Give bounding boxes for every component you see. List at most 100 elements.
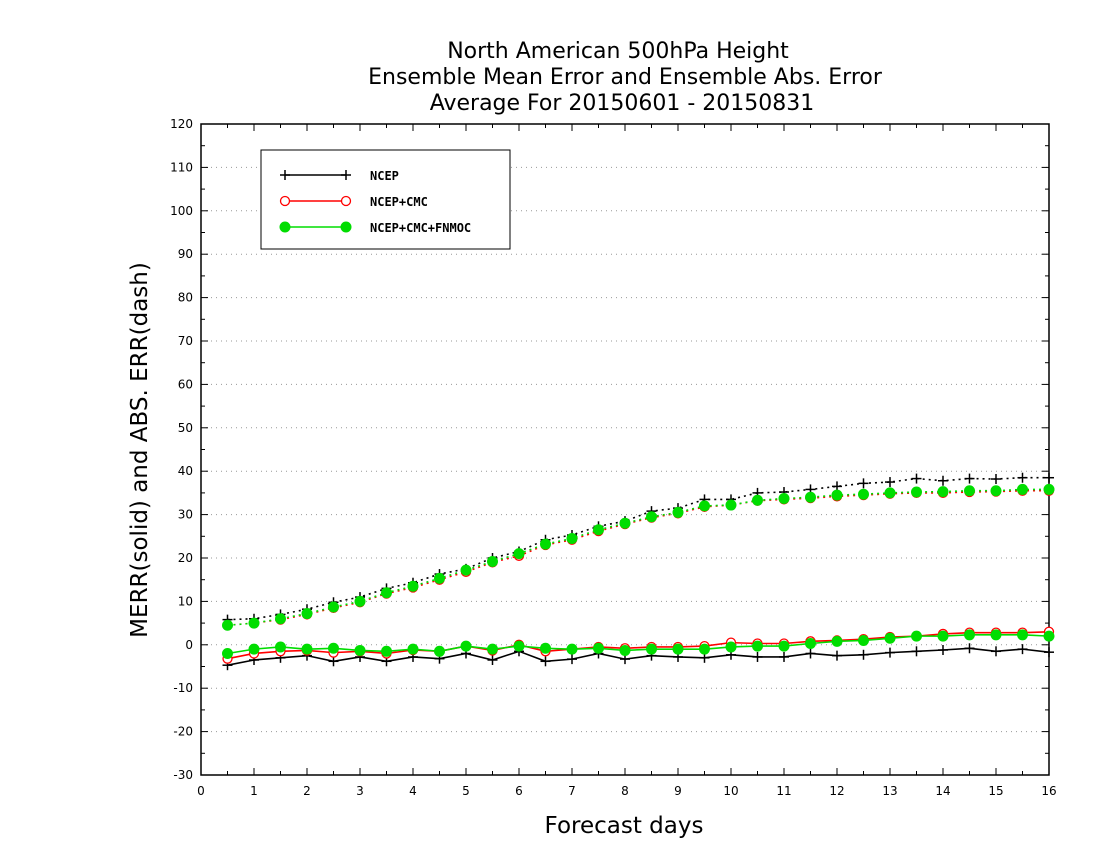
merr-point-ncep-cmc-fnmoc — [725, 641, 737, 653]
abserr-point-ncep — [1017, 472, 1028, 483]
abserr-point-ncep-cmc-fnmoc — [831, 489, 843, 501]
abserr-point-ncep — [911, 473, 922, 484]
x-tick-label: 0 — [197, 784, 205, 798]
x-tick-label: 14 — [935, 784, 950, 798]
merr-point-ncep — [567, 654, 577, 665]
legend: NCEP NCEP+CMC NCEP+CMC+FNMOC — [260, 149, 511, 250]
abserr-point-ncep-cmc-fnmoc — [222, 619, 233, 631]
merr-point-ncep-cmc-fnmoc — [805, 637, 816, 649]
abserr-point-ncep-cmc-fnmoc — [911, 486, 922, 498]
merr-point-ncep-cmc-fnmoc — [884, 632, 896, 644]
legend-marker-start — [280, 170, 290, 180]
y-tick-label: 100 — [170, 204, 193, 218]
merr-point-ncep-cmc-fnmoc — [513, 640, 525, 652]
chart-title-line-2: Ensemble Mean Error and Ensemble Abs. Er… — [368, 65, 883, 90]
abserr-point-ncep-cmc-fnmoc — [566, 532, 578, 544]
y-tick-label: 90 — [178, 247, 193, 261]
legend-marker-end — [340, 195, 352, 207]
x-tick-label: 7 — [568, 784, 576, 798]
merr-point-ncep — [487, 654, 498, 665]
abserr-point-ncep-cmc-fnmoc — [964, 485, 975, 497]
abserr-point-ncep-cmc-fnmoc — [540, 538, 551, 550]
merr-point-ncep — [832, 650, 842, 661]
merr-point-ncep — [540, 656, 551, 667]
y-tick-label: 60 — [178, 377, 193, 391]
abserr-point-ncep-cmc-fnmoc — [593, 524, 604, 536]
merr-point-ncep — [911, 646, 922, 657]
merr-point-ncep-cmc-fnmoc — [301, 643, 313, 655]
legend-label: NCEP+CMC — [370, 195, 428, 209]
y-tick-label: 50 — [178, 421, 193, 435]
y-tick-label: 30 — [178, 508, 193, 522]
legend-item-ncep-cmc: NCEP+CMC — [279, 195, 428, 209]
y-tick-label: -10 — [173, 681, 193, 695]
chart-title-line-3: Average For 20150601 - 20150831 — [430, 91, 815, 116]
legend-marker-end — [341, 170, 351, 180]
abserr-point-ncep — [964, 473, 975, 484]
merr-point-ncep-cmc-fnmoc — [1043, 630, 1055, 642]
abserr-line-ncep-cmc-fnmoc — [227, 488, 1049, 627]
merr-point-ncep-cmc-fnmoc — [540, 642, 551, 654]
abserr-point-ncep-cmc-fnmoc — [884, 487, 896, 499]
abserr-point-ncep-cmc-fnmoc — [301, 608, 313, 620]
abserr-point-ncep — [991, 474, 1001, 485]
abserr-point-ncep — [938, 475, 948, 486]
y-tick-label: 80 — [178, 291, 193, 305]
x-tick-label: 5 — [462, 784, 470, 798]
abserr-point-ncep-cmc-fnmoc — [328, 601, 339, 613]
merr-point-ncep-cmc-fnmoc — [990, 629, 1002, 641]
merr-point-ncep-cmc-fnmoc — [672, 643, 684, 655]
merr-point-ncep-cmc-fnmoc — [381, 645, 392, 657]
abserr-point-ncep-cmc-fnmoc — [407, 580, 419, 592]
merr-point-ncep — [805, 648, 816, 659]
series-ncep — [222, 472, 1054, 671]
merr-point-ncep-cmc-fnmoc — [248, 643, 260, 655]
y-tick-label: 10 — [178, 594, 193, 608]
abserr-point-ncep-cmc-fnmoc — [619, 517, 631, 529]
abserr-point-ncep-cmc-fnmoc — [725, 499, 737, 511]
merr-point-ncep — [964, 643, 975, 654]
abserr-point-ncep-cmc-fnmoc — [699, 500, 710, 512]
abserr-point-ncep-cmc-fnmoc — [1017, 483, 1028, 495]
abserr-point-ncep-cmc-fnmoc — [381, 587, 392, 599]
merr-point-ncep-cmc-fnmoc — [937, 630, 949, 642]
legend-marker-start — [279, 221, 291, 233]
abserr-point-ncep — [1044, 472, 1054, 483]
abserr-point-ncep-cmc-fnmoc — [990, 485, 1002, 497]
abserr-line-ncep — [227, 476, 1049, 621]
merr-point-ncep-cmc-fnmoc — [275, 641, 286, 653]
y-tick-label: 40 — [178, 464, 193, 478]
abserr-point-ncep-cmc-fnmoc — [778, 493, 790, 505]
y-axis-label: MERR(solid) and ABS. ERR(dash) — [127, 262, 153, 638]
merr-point-ncep-cmc-fnmoc — [619, 644, 631, 656]
x-tick-label: 12 — [829, 784, 844, 798]
merr-point-ncep-cmc-fnmoc — [434, 645, 445, 657]
x-tick-label: 1 — [250, 784, 258, 798]
abserr-point-ncep-cmc-fnmoc — [248, 617, 260, 629]
merr-line-ncep — [227, 647, 1050, 666]
merr-point-ncep-cmc-fnmoc — [222, 647, 233, 659]
legend-item-ncep: NCEP — [280, 169, 399, 183]
series-lines — [222, 472, 1055, 671]
legend-box — [260, 149, 511, 250]
merr-point-ncep-cmc-fnmoc — [964, 629, 975, 641]
merr-point-ncep-cmc-fnmoc — [487, 643, 498, 655]
merr-point-ncep — [1017, 644, 1028, 655]
legend-marker-start — [279, 195, 291, 207]
merr-point-ncep — [779, 651, 789, 662]
merr-point-ncep — [1044, 647, 1054, 658]
abserr-point-ncep-cmc-fnmoc — [1043, 483, 1055, 495]
y-tick-label: 0 — [185, 638, 193, 652]
y-tick-label: 70 — [178, 334, 193, 348]
y-tick-label: 20 — [178, 551, 193, 565]
abserr-point-ncep-cmc-fnmoc — [672, 506, 684, 518]
merr-point-ncep — [991, 646, 1001, 657]
abserr-point-ncep-cmc-fnmoc — [646, 511, 657, 523]
x-tick-label: 6 — [515, 784, 523, 798]
abserr-point-ncep — [885, 477, 895, 488]
merr-point-ncep-cmc-fnmoc — [593, 642, 604, 654]
abserr-point-ncep-cmc-fnmoc — [513, 548, 525, 560]
merr-point-ncep-cmc-fnmoc — [778, 640, 790, 652]
abserr-line-ncep-cmc — [227, 489, 1049, 627]
